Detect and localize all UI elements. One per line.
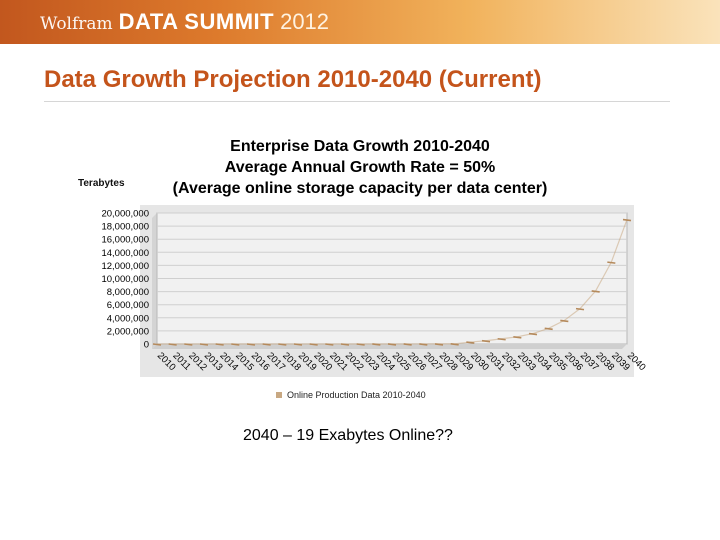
y-axis-label: Terabytes xyxy=(78,178,125,189)
data-point xyxy=(246,343,256,346)
y-tick-label: 8,000,000 xyxy=(107,287,149,298)
data-point xyxy=(184,343,193,346)
data-point xyxy=(434,343,444,346)
y-tick-label: 12,000,000 xyxy=(101,261,149,272)
data-point xyxy=(152,343,162,346)
y-tick-label: 14,000,000 xyxy=(101,248,149,259)
data-point xyxy=(450,343,459,346)
y-tick-label: 2,000,000 xyxy=(107,326,149,337)
legend: Online Production Data 2010-2040 xyxy=(276,390,426,400)
chart-floor xyxy=(152,344,627,349)
data-point xyxy=(575,307,585,311)
data-point xyxy=(591,290,600,293)
page-title: Data Growth Projection 2010-2040 (Curren… xyxy=(44,66,542,93)
data-point xyxy=(278,343,287,346)
legend-swatch xyxy=(276,392,282,398)
data-point xyxy=(544,327,553,331)
y-tick-label: 10,000,000 xyxy=(101,274,149,285)
slide-caption: 2040 – 19 Exabytes Online?? xyxy=(243,427,453,444)
data-point xyxy=(262,343,271,346)
data-point xyxy=(309,343,318,346)
brand-prefix: Wolfram xyxy=(40,14,113,34)
data-point xyxy=(215,343,224,346)
data-point xyxy=(419,343,428,346)
header-banner: Wolfram DATA SUMMIT 2012 xyxy=(0,0,720,44)
y-tick-label: 16,000,000 xyxy=(101,235,149,246)
brand-logo: Wolfram DATA SUMMIT 2012 xyxy=(40,9,329,35)
data-point xyxy=(340,343,350,346)
data-point xyxy=(497,337,506,341)
data-point xyxy=(607,261,616,264)
chart-side-wall xyxy=(152,213,157,349)
data-point xyxy=(622,218,632,222)
data-point xyxy=(481,339,491,343)
legend-label: Online Production Data 2010-2040 xyxy=(287,390,426,400)
data-point xyxy=(372,343,381,346)
data-point xyxy=(325,343,334,346)
y-tick-label: 4,000,000 xyxy=(107,313,149,324)
data-point xyxy=(356,343,365,346)
data-point xyxy=(168,343,177,346)
y-tick-label: 6,000,000 xyxy=(107,300,149,311)
data-point xyxy=(560,319,569,323)
title-divider xyxy=(44,101,670,102)
y-tick-label: 0 xyxy=(144,340,149,351)
data-point xyxy=(387,343,397,346)
data-point xyxy=(528,332,538,336)
data-point xyxy=(513,336,522,339)
chart-title: Enterprise Data Growth 2010-2040 Average… xyxy=(140,136,580,199)
data-point xyxy=(199,343,209,346)
data-point xyxy=(466,341,475,344)
data-point xyxy=(403,343,412,346)
y-tick-label: 18,000,000 xyxy=(101,222,149,233)
data-point xyxy=(293,343,303,346)
y-tick-label: 20,000,000 xyxy=(101,209,149,220)
brand-year: 2012 xyxy=(280,9,330,34)
data-point xyxy=(231,343,240,346)
brand-main: DATA SUMMIT xyxy=(118,9,275,34)
chart-subtitle-line: Average Annual Growth Rate = 50% xyxy=(224,159,496,176)
chart-subtitle-line: (Average online storage capacity per dat… xyxy=(172,180,548,197)
chart-title-line: Enterprise Data Growth 2010-2040 xyxy=(230,138,490,155)
